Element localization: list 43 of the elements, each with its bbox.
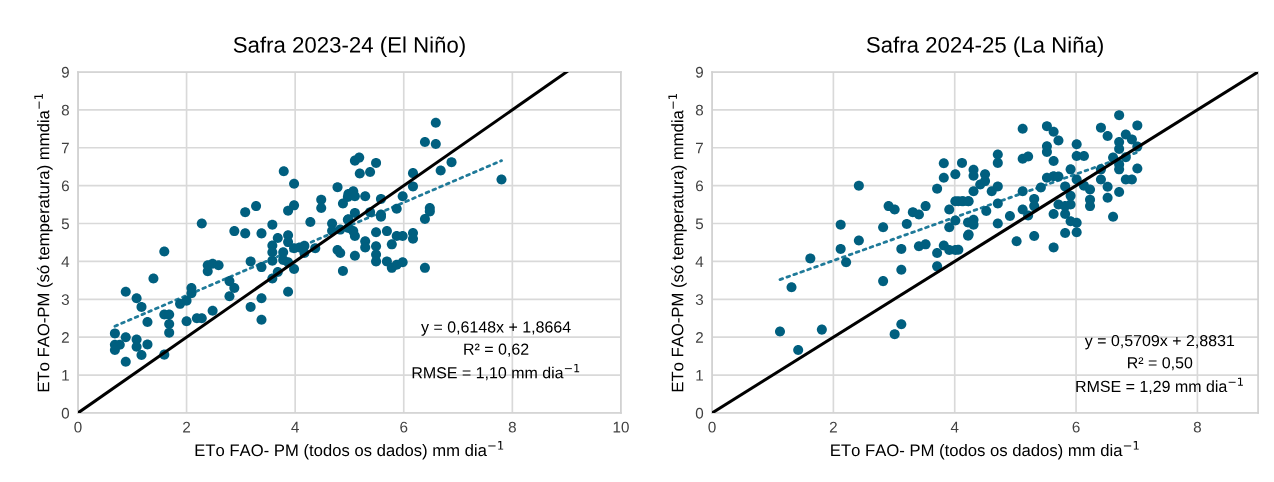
y-tick-label: 2 <box>695 332 703 343</box>
x-tick-label: 6 <box>400 421 408 433</box>
annotation: y = 0,6148x + 1,8664 <box>421 321 571 336</box>
y-tick-label: 5 <box>695 218 704 230</box>
y-tick-label: 7 <box>61 142 69 154</box>
y-tick-label: 1 <box>696 370 703 381</box>
x-tick-label: 6 <box>1072 421 1080 433</box>
x-axis-title: ETo FAO- PM (todos os dados) mm dia$^{−1}$ <box>195 441 504 460</box>
chart-title: Safra 2023-24 (El Niño) <box>233 36 465 58</box>
annotation: y = 0,5709x + 2,8831 <box>1084 334 1235 350</box>
y-tick-label: 2 <box>61 332 69 343</box>
x-tick-label: 2 <box>829 421 837 433</box>
x-tick-label: 8 <box>1193 421 1201 433</box>
x-tick-label: 10 <box>613 421 629 433</box>
x-tick-label: 4 <box>291 421 299 433</box>
y-tick-label: 3 <box>695 294 704 305</box>
y-tick-label: 0 <box>695 407 704 419</box>
y-tick-label: 8 <box>61 104 69 116</box>
x-tick-label: 4 <box>950 421 959 433</box>
y-tick-label: 4 <box>695 256 704 267</box>
annotation: R² = 0,50 <box>1128 357 1193 371</box>
y-axis-title: ETo FAO-PM (só temperatura) mmdia$^{−1}$ <box>34 93 53 392</box>
y-tick-label: 6 <box>61 180 69 192</box>
x-tick-label: 2 <box>183 421 191 433</box>
y-axis-title: ETo FAO-PM (só temperatura) mmdia$^{−1}$ <box>668 93 687 392</box>
annotation: RMSE = 1,10 mm dia$^{−1}$ <box>412 364 580 381</box>
y-tick-label: 6 <box>695 180 704 192</box>
x-axis-title: ETo FAO- PM (todos os dados) mm dia$^{−1}$ <box>831 441 1139 460</box>
y-tick-label: 4 <box>61 256 70 267</box>
y-tick-label: 9 <box>61 66 69 78</box>
y-tick-label: 5 <box>61 218 69 230</box>
chart-title: Safra 2024-25 (La Niña) <box>866 36 1103 58</box>
y-tick-label: 9 <box>695 66 703 78</box>
x-tick-label: 0 <box>708 421 716 433</box>
y-tick-label: 1 <box>62 370 69 381</box>
x-tick-label: 8 <box>508 421 516 433</box>
y-tick-label: 3 <box>61 294 69 305</box>
annotation: R² = 0,62 <box>464 343 529 357</box>
x-tick-label: 0 <box>74 421 82 433</box>
annotation: RMSE = 1,29 mm dia$^{−1}$ <box>1076 377 1243 394</box>
y-tick-label: 0 <box>61 407 70 419</box>
y-tick-label: 8 <box>695 104 704 116</box>
y-tick-label: 7 <box>695 142 703 154</box>
